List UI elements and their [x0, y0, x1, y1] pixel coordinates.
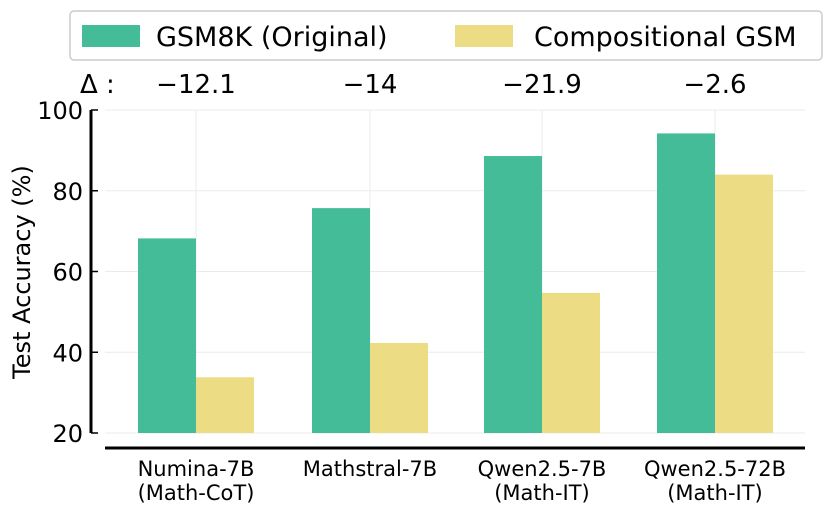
x-tick-labels: Numina-7B(Math-CoT) Mathstral-7B Qwen2.5-7… — [138, 457, 786, 505]
delta-value: −2.6 — [683, 70, 746, 100]
bar-compositional-2 — [542, 292, 600, 433]
delta-label: Δ : — [80, 70, 115, 100]
x-tick-label: Qwen2.5-72B — [644, 457, 786, 481]
x-tick-label: (Math-IT) — [667, 481, 763, 505]
x-tick-label: (Math-CoT) — [138, 481, 255, 505]
bar-compositional-1 — [370, 342, 428, 433]
x-tick-label: Qwen2.5-7B — [478, 457, 607, 481]
bars — [138, 133, 773, 434]
bar-compositional-3 — [715, 174, 773, 433]
delta-value: −21.9 — [502, 70, 582, 100]
y-ticks: 20 40 60 80 100 — [37, 97, 98, 448]
bar-gsm8k-0 — [138, 238, 196, 433]
bar-gsm8k-3 — [657, 133, 715, 434]
y-tick-label: 60 — [52, 259, 83, 287]
y-tick-label: 40 — [52, 339, 83, 367]
delta-value: −14 — [343, 70, 398, 100]
x-tick-label: Numina-7B — [138, 457, 255, 481]
legend-label-gsm8k: GSM8K (Original) — [156, 22, 388, 53]
y-axis-label: Test Accuracy (%) — [8, 165, 36, 380]
bar-compositional-0 — [196, 377, 254, 433]
x-tick-label: Mathstral-7B — [303, 457, 437, 481]
x-tick-label: (Math-IT) — [494, 481, 590, 505]
y-tick-label: 20 — [52, 420, 83, 448]
legend-swatch-compositional — [455, 25, 513, 47]
delta-value: −12.1 — [156, 70, 236, 100]
legend-swatch-gsm8k — [82, 25, 140, 47]
delta-values: −12.1 −14 −21.9 −2.6 — [156, 70, 746, 100]
bar-gsm8k-2 — [484, 156, 542, 433]
bar-gsm8k-1 — [312, 208, 370, 433]
y-tick-label: 80 — [52, 178, 83, 206]
legend-label-compositional: Compositional GSM — [534, 22, 797, 53]
y-tick-label: 100 — [37, 97, 83, 125]
legend: GSM8K (Original) Compositional GSM — [69, 10, 823, 61]
legend-frame — [69, 10, 823, 61]
